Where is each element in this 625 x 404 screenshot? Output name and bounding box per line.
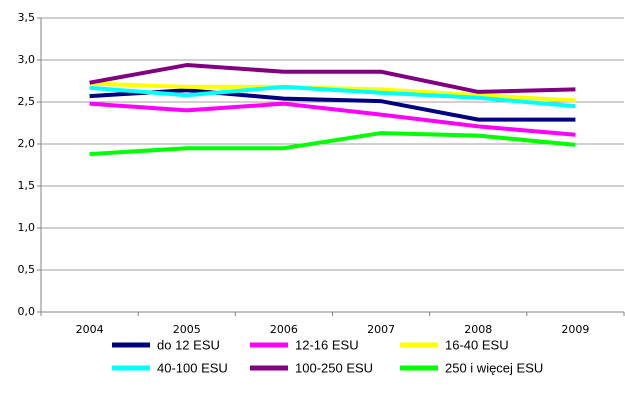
x-tick-label: 2008 [464, 323, 492, 336]
x-tick-label: 2007 [367, 323, 395, 336]
legend-label: 100-250 ESU [295, 360, 373, 375]
series-line [89, 84, 576, 109]
series-line [89, 88, 576, 122]
y-tick-label: 3,5 [18, 11, 36, 24]
x-tick-label: 2004 [76, 323, 104, 336]
y-tick-label: 3,0 [18, 53, 36, 66]
x-tick-label: 2006 [270, 323, 298, 336]
x-tick-label: 2005 [173, 323, 201, 336]
y-tick-label: 2,5 [18, 95, 36, 108]
y-tick-label: 0,0 [18, 305, 36, 318]
x-tick-label: 2009 [561, 323, 589, 336]
series-line [89, 131, 576, 157]
y-tick-label: 1,5 [18, 179, 36, 192]
series-line [89, 63, 576, 94]
y-tick-label: 1,0 [18, 221, 36, 234]
legend-label: do 12 ESU [157, 337, 220, 352]
y-tick-label: 0,5 [18, 263, 36, 276]
y-tick-label: 2,0 [18, 137, 36, 150]
legend-label: 250 i więcej ESU [445, 360, 543, 375]
legend-label: 12-16 ESU [295, 337, 359, 352]
series-line [89, 101, 576, 137]
legend-label: 40-100 ESU [157, 360, 228, 375]
legend-label: 16-40 ESU [445, 337, 509, 352]
